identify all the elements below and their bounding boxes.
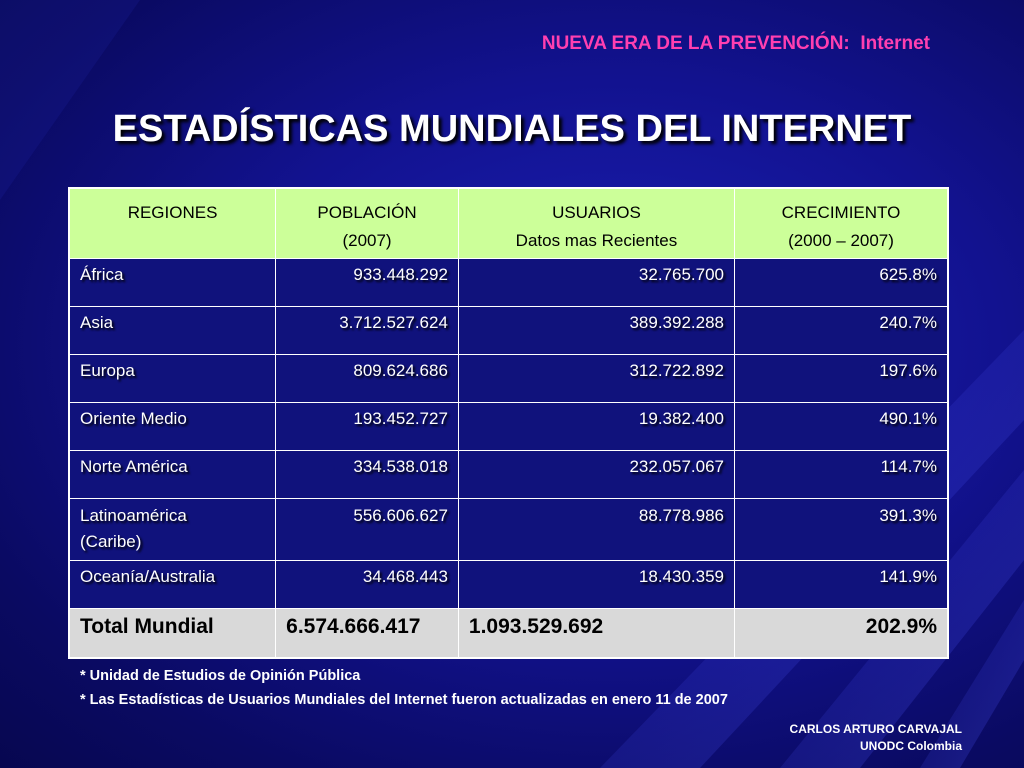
users-cell: 88.778.986 (457, 497, 736, 561)
slide-title: ESTADÍSTICAS MUNDIALES DEL INTERNET (112, 108, 912, 150)
slide-subtitle: NUEVA ERA DE LA PREVENCIÓN: Internet (541, 33, 930, 54)
table-row: Norte América 334.538.018 232.057.067 11… (68, 449, 949, 499)
total-label-cell: Total Mundial (68, 607, 277, 659)
region-cell: Norte América (68, 449, 277, 499)
users-cell: 312.722.892 (457, 353, 736, 403)
region-cell: Oceanía/Australia (68, 559, 277, 609)
region-cell: Oriente Medio (68, 401, 277, 451)
population-cell: 34.468.443 (275, 559, 459, 609)
population-cell: 3.712.527.624 (275, 305, 459, 355)
column-header-growth: CRECIMIENTO (2000 – 2007) (734, 187, 949, 259)
population-cell: 193.452.727 (275, 401, 459, 451)
table-row: Oriente Medio 193.452.727 19.382.400 490… (68, 401, 949, 451)
growth-cell: 197.6% (734, 353, 949, 403)
users-cell: 232.057.067 (457, 449, 736, 499)
users-cell: 389.392.288 (457, 305, 736, 355)
table-row: Latinoamérica (Caribe) 556.606.627 88.77… (68, 497, 949, 561)
column-header-label: REGIONES (127, 203, 218, 222)
internet-statistics-table: REGIONES POBLACIÓN (2007) USUARIOS Datos… (68, 187, 949, 659)
author-org: UNODC Colombia (860, 739, 962, 753)
table-row: Asia 3.712.527.624 389.392.288 240.7% (68, 305, 949, 355)
column-header-label: USUARIOS (552, 203, 641, 222)
total-growth-cell: 202.9% (734, 607, 949, 659)
growth-cell: 114.7% (734, 449, 949, 499)
author-credit: CARLOS ARTURO CARVAJAL UNODC Colombia (790, 721, 962, 755)
total-population-cell: 6.574.666.417 (275, 607, 459, 659)
column-header-users: USUARIOS Datos mas Recientes (457, 187, 736, 259)
growth-cell: 240.7% (734, 305, 949, 355)
total-users-cell: 1.093.529.692 (457, 607, 736, 659)
growth-cell: 625.8% (734, 257, 949, 307)
population-cell: 933.448.292 (275, 257, 459, 307)
column-header-sublabel: (2007) (342, 231, 392, 250)
statistics-table-container: REGIONES POBLACIÓN (2007) USUARIOS Datos… (68, 187, 949, 659)
population-cell: 334.538.018 (275, 449, 459, 499)
region-cell: Asia (68, 305, 277, 355)
column-header-label: POBLACIÓN (317, 203, 417, 222)
column-header-population: POBLACIÓN (2007) (275, 187, 459, 259)
growth-cell: 141.9% (734, 559, 949, 609)
region-cell: Europa (68, 353, 277, 403)
column-header-sublabel: Datos mas Recientes (515, 231, 678, 250)
column-header-regions: REGIONES (68, 187, 277, 259)
population-cell: 809.624.686 (275, 353, 459, 403)
growth-cell: 490.1% (734, 401, 949, 451)
footnote-source: * Unidad de Estudios de Opinión Pública (80, 668, 361, 684)
region-cell: Latinoamérica (Caribe) (68, 497, 277, 561)
population-cell: 556.606.627 (275, 497, 459, 561)
users-cell: 18.430.359 (457, 559, 736, 609)
footnote-update: * Las Estadísticas de Usuarios Mundiales… (80, 692, 728, 708)
region-cell: África (68, 257, 277, 307)
users-cell: 19.382.400 (457, 401, 736, 451)
table-row: África 933.448.292 32.765.700 625.8% (68, 257, 949, 307)
column-header-sublabel: (2000 – 2007) (788, 231, 894, 250)
users-cell: 32.765.700 (457, 257, 736, 307)
table-total-row: Total Mundial 6.574.666.417 1.093.529.69… (68, 607, 949, 659)
author-name: CARLOS ARTURO CARVAJAL (789, 722, 962, 736)
growth-cell: 391.3% (734, 497, 949, 561)
table-row: Europa 809.624.686 312.722.892 197.6% (68, 353, 949, 403)
column-header-label: CRECIMIENTO (781, 203, 901, 222)
table-row: Oceanía/Australia 34.468.443 18.430.359 … (68, 559, 949, 609)
table-header-row: REGIONES POBLACIÓN (2007) USUARIOS Datos… (68, 187, 949, 259)
footnotes: * Unidad de Estudios de Opinión Pública … (80, 664, 728, 712)
